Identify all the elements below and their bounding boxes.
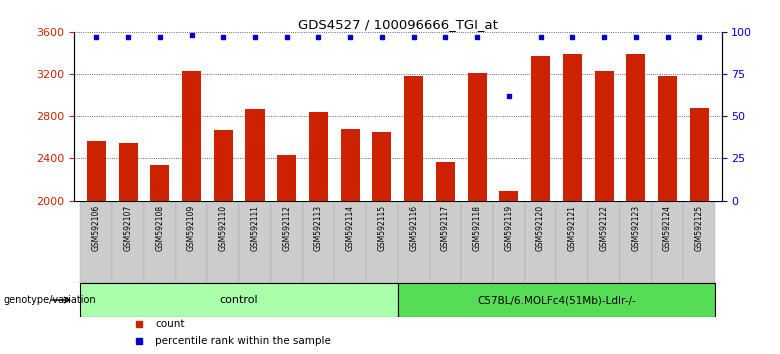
Bar: [398, 201, 430, 283]
Text: GSM592122: GSM592122: [600, 205, 608, 251]
Text: C57BL/6.MOLFc4(51Mb)-Ldlr-/-: C57BL/6.MOLFc4(51Mb)-Ldlr-/-: [477, 295, 636, 305]
Title: GDS4527 / 100096666_TGI_at: GDS4527 / 100096666_TGI_at: [298, 18, 498, 31]
Text: GSM592107: GSM592107: [123, 205, 133, 251]
Bar: [525, 201, 556, 283]
Text: GSM592120: GSM592120: [536, 205, 545, 251]
Text: percentile rank within the sample: percentile rank within the sample: [155, 336, 331, 346]
Text: GSM592117: GSM592117: [441, 205, 450, 251]
Bar: [335, 201, 366, 283]
Text: count: count: [155, 319, 185, 330]
Text: GSM592115: GSM592115: [378, 205, 386, 251]
Bar: [144, 201, 176, 283]
Bar: [341, 129, 360, 354]
Bar: [626, 54, 645, 354]
Text: GSM592119: GSM592119: [505, 205, 513, 251]
Bar: [214, 130, 232, 354]
Bar: [531, 56, 550, 354]
Bar: [303, 201, 335, 283]
Bar: [651, 201, 683, 283]
Text: GSM592108: GSM592108: [155, 205, 165, 251]
Text: GSM592114: GSM592114: [346, 205, 355, 251]
Text: GSM592109: GSM592109: [187, 205, 196, 251]
Bar: [683, 201, 715, 283]
Bar: [461, 201, 493, 283]
Bar: [151, 165, 169, 354]
Bar: [499, 191, 519, 354]
Bar: [182, 71, 201, 354]
Bar: [430, 201, 461, 283]
Bar: [468, 73, 487, 354]
Bar: [176, 201, 207, 283]
Text: GSM592113: GSM592113: [314, 205, 323, 251]
Text: GSM592106: GSM592106: [92, 205, 101, 251]
Text: GSM592112: GSM592112: [282, 205, 291, 251]
Text: GSM592118: GSM592118: [473, 205, 481, 251]
Bar: [309, 112, 328, 354]
Bar: [594, 71, 614, 354]
Bar: [277, 155, 296, 354]
Bar: [239, 201, 271, 283]
Text: GSM592123: GSM592123: [631, 205, 640, 251]
Bar: [119, 143, 137, 354]
Bar: [563, 54, 582, 354]
Text: GSM592111: GSM592111: [250, 205, 260, 251]
Bar: [398, 283, 715, 317]
Text: GSM592121: GSM592121: [568, 205, 577, 251]
Bar: [80, 283, 398, 317]
Bar: [80, 201, 112, 283]
Bar: [112, 201, 144, 283]
Text: GSM592125: GSM592125: [695, 205, 704, 251]
Bar: [271, 201, 303, 283]
Bar: [556, 201, 588, 283]
Bar: [87, 141, 106, 354]
Bar: [588, 201, 620, 283]
Text: GSM592124: GSM592124: [663, 205, 672, 251]
Bar: [404, 76, 424, 354]
Bar: [620, 201, 651, 283]
Bar: [207, 201, 239, 283]
Bar: [658, 76, 677, 354]
Text: genotype/variation: genotype/variation: [4, 295, 97, 305]
Bar: [246, 109, 264, 354]
Text: control: control: [220, 295, 258, 305]
Bar: [372, 132, 392, 354]
Bar: [436, 162, 455, 354]
Bar: [493, 201, 525, 283]
Text: GSM592116: GSM592116: [410, 205, 418, 251]
Text: GSM592110: GSM592110: [218, 205, 228, 251]
Bar: [690, 108, 709, 354]
Bar: [366, 201, 398, 283]
